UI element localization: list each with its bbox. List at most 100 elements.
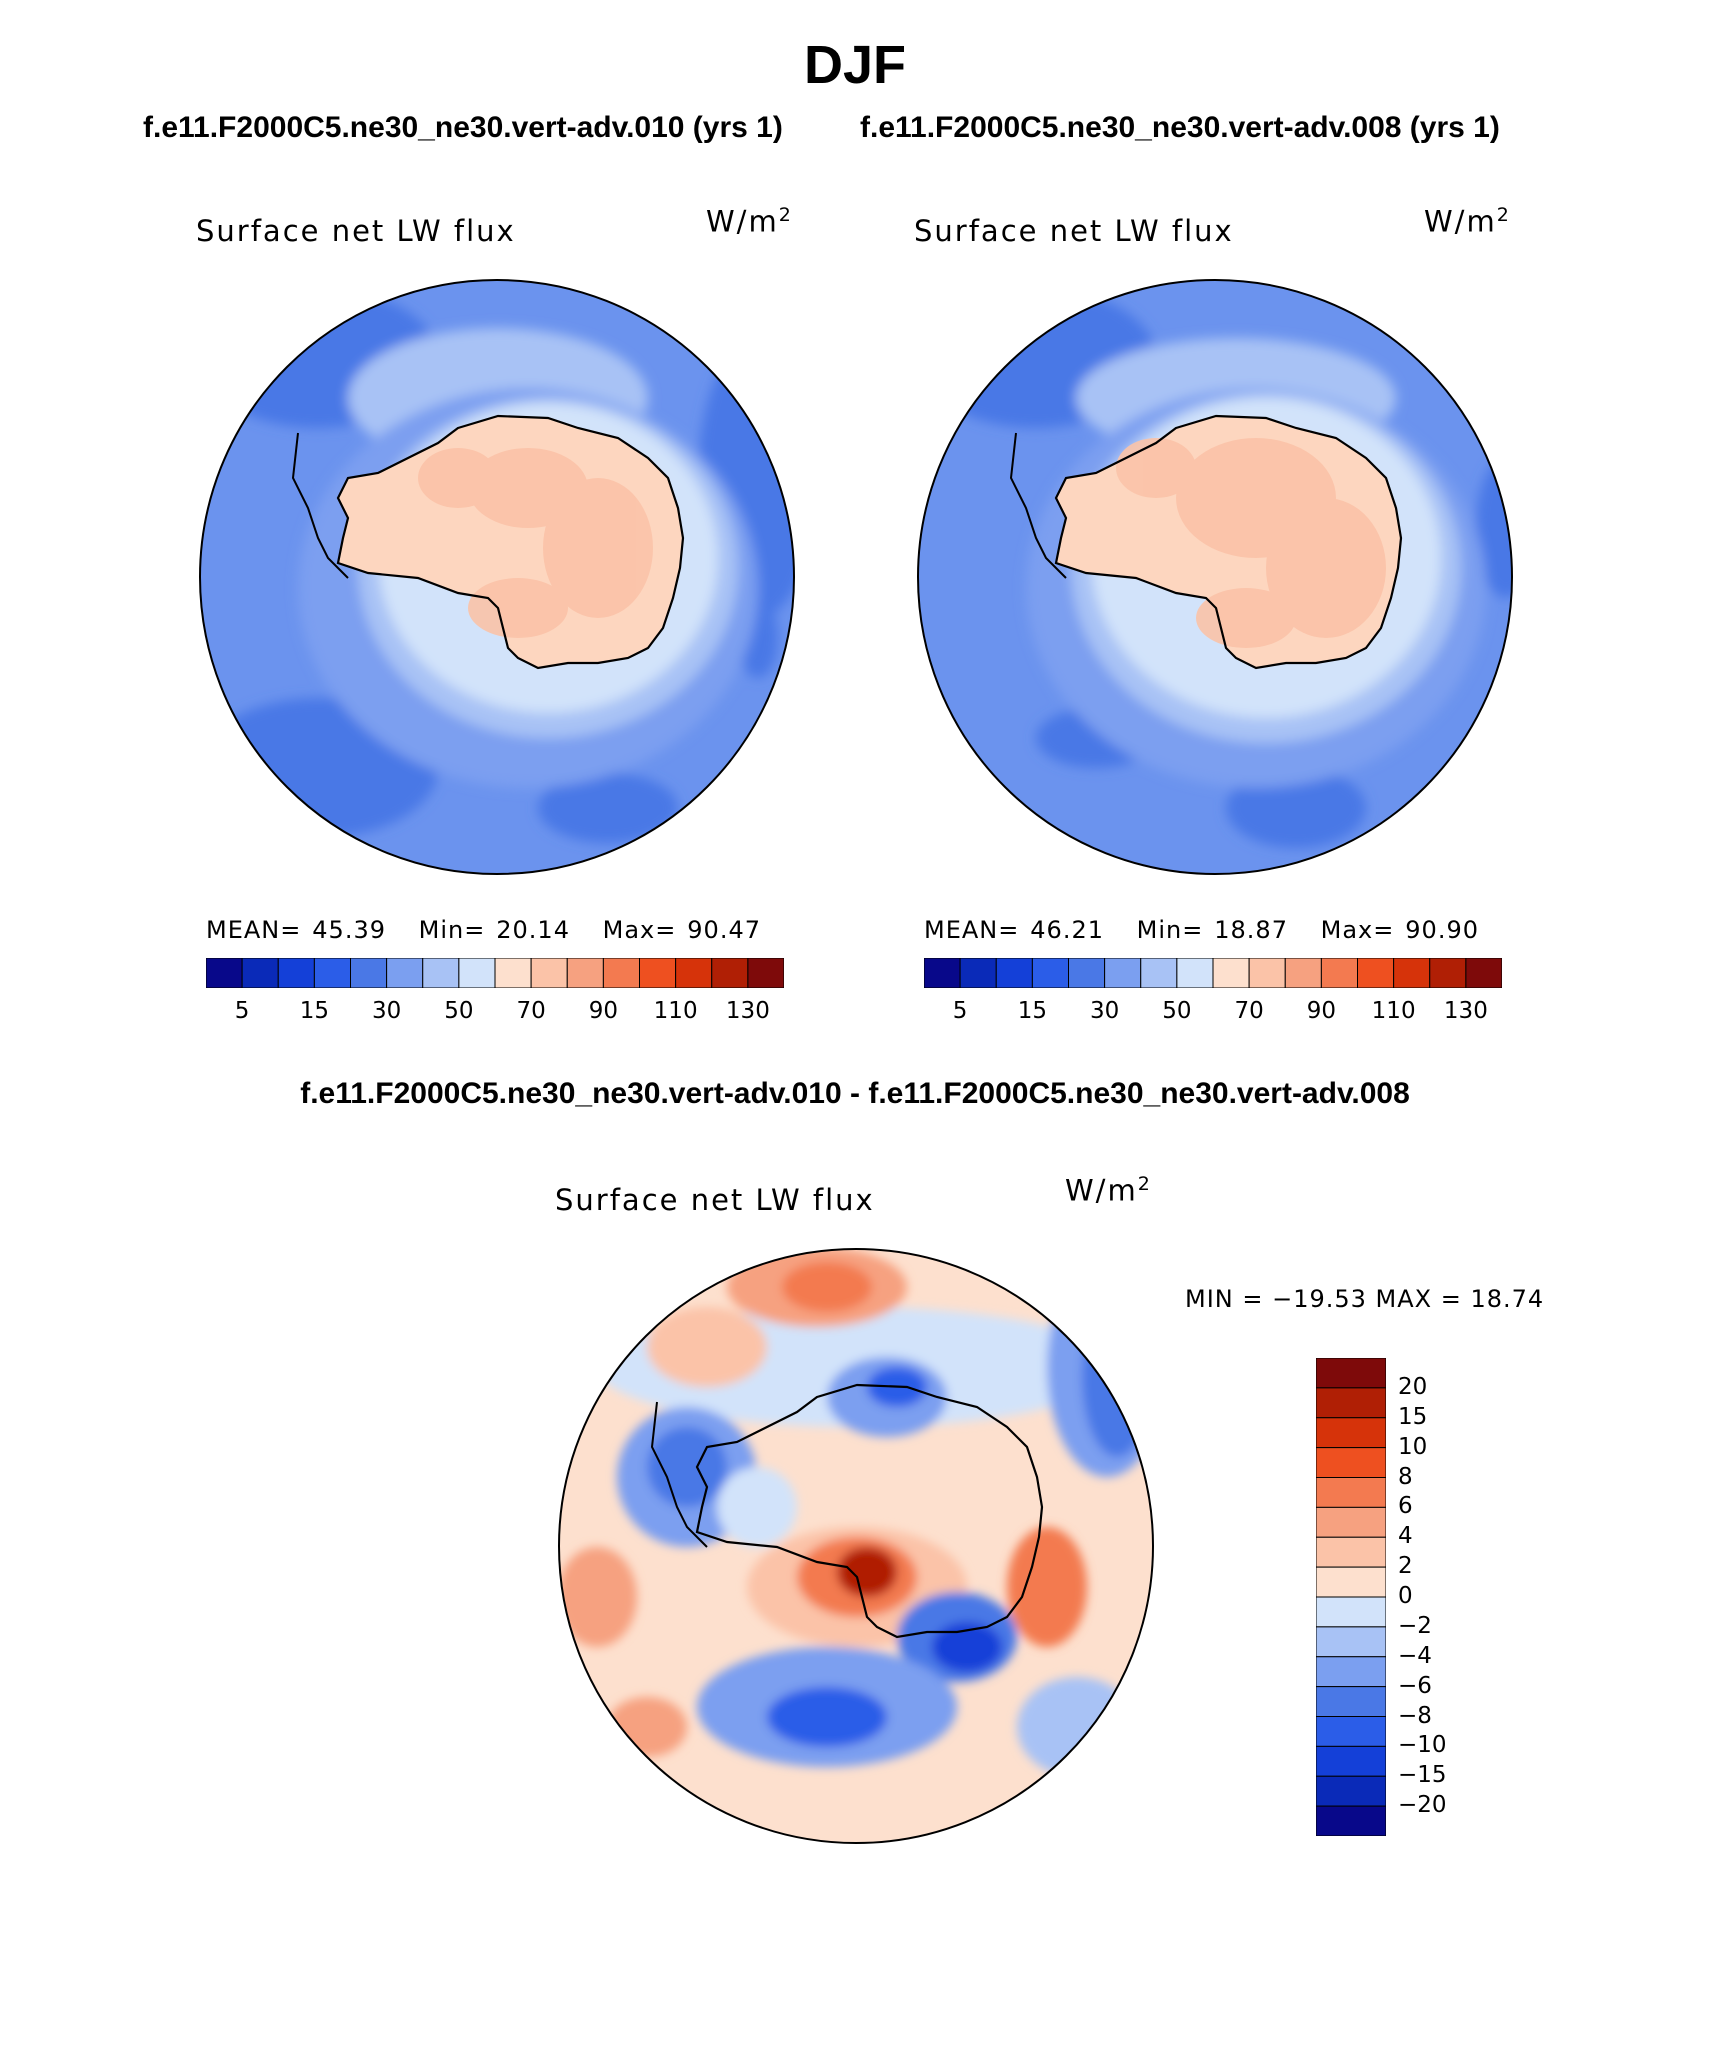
colorbar-tick-label: 130 xyxy=(1443,998,1488,1024)
panel-a-units: W/m2 xyxy=(706,204,793,239)
colorbar-swatch xyxy=(1315,1506,1387,1538)
colorbar-tick-label: 10 xyxy=(1398,1433,1428,1460)
colorbar-swatch xyxy=(530,957,568,989)
colorbar-tick-label: −4 xyxy=(1398,1642,1432,1669)
season-title: DJF xyxy=(803,35,906,95)
colorbar-swatch xyxy=(1315,1536,1387,1568)
colorbar-swatch xyxy=(566,957,604,989)
panel-b-min-label: Min= xyxy=(1136,916,1204,944)
colorbar-tick-label: 5 xyxy=(234,998,250,1024)
map-case-a xyxy=(198,278,796,876)
map-case-b-svg xyxy=(917,279,1513,875)
colorbar-swatch xyxy=(1104,957,1142,989)
colorbar-swatch xyxy=(1315,1387,1387,1419)
colorbar-swatch xyxy=(1140,957,1178,989)
colorbar-swatch xyxy=(1429,957,1467,989)
colorbar-case-a xyxy=(205,957,785,989)
map-case-a-svg xyxy=(199,279,795,875)
colorbar-tick-label: −6 xyxy=(1398,1672,1432,1699)
colorbar-swatch xyxy=(1315,1417,1387,1449)
colorbar-tick-label: 0 xyxy=(1398,1583,1413,1609)
colorbar-tick-label: −15 xyxy=(1398,1762,1447,1789)
panel-diff-minmax: MIN = −19.53 MAX = 18.74 xyxy=(1185,1285,1545,1313)
panel-a-variable-label: Surface net LW flux xyxy=(196,214,516,248)
colorbar-tick-label: 15 xyxy=(299,998,330,1024)
colorbar-swatch xyxy=(1284,957,1322,989)
antarctica-coastline xyxy=(1054,414,1403,670)
peninsula-coastline xyxy=(650,1401,708,1548)
colorbar-swatch xyxy=(1465,957,1503,989)
colorbar-swatch xyxy=(241,957,279,989)
colorbar-tick-label: 50 xyxy=(444,998,474,1024)
colorbar-swatch xyxy=(747,957,785,989)
colorbar-case-b xyxy=(923,957,1503,989)
colorbar-swatch xyxy=(675,957,713,989)
panel-b-variable-label: Surface net LW flux xyxy=(914,214,1234,248)
colorbar-tick-label: 2 xyxy=(1398,1553,1413,1580)
colorbar-tick-label: 90 xyxy=(1306,998,1337,1024)
map-difference-svg xyxy=(558,1248,1154,1844)
panel-a-min-label: Min= xyxy=(418,916,486,944)
panel-a-max-label: Max= xyxy=(602,916,677,944)
panel-b-mean-label: MEAN= xyxy=(924,916,1020,944)
colorbar-swatch xyxy=(1248,957,1286,989)
peninsula-coastline xyxy=(1009,432,1067,579)
colorbar-difference-labels: 20 15 10 8 6 4 2 0 −2 −4 −6 −8 −10 −15 −20 xyxy=(1398,1358,1488,1836)
map-border xyxy=(558,1248,1154,1844)
colorbar-tick-label: 30 xyxy=(371,998,402,1024)
colorbar-swatch xyxy=(1393,957,1431,989)
colorbar-tick-label: 50 xyxy=(1162,998,1192,1024)
colorbar-swatch xyxy=(494,957,532,989)
case-a-title: f.e11.F2000C5.ne30_ne30.vert-adv.010 (yr… xyxy=(143,111,783,144)
colorbar-swatch xyxy=(422,957,460,989)
map-difference xyxy=(557,1247,1155,1845)
case-b-title: f.e11.F2000C5.ne30_ne30.vert-adv.008 (yr… xyxy=(860,111,1500,144)
colorbar-swatch xyxy=(1031,957,1069,989)
colorbar-swatch xyxy=(1357,957,1395,989)
map-case-b xyxy=(916,278,1514,876)
colorbar-swatch xyxy=(1320,957,1358,989)
map-border xyxy=(917,279,1513,875)
colorbar-swatch xyxy=(639,957,677,989)
colorbar-swatch xyxy=(350,957,388,989)
colorbar-swatch xyxy=(1315,1686,1387,1717)
panel-b-units: W/m2 xyxy=(1424,204,1511,239)
colorbar-tick-label: 20 xyxy=(1398,1373,1428,1400)
colorbar-swatch xyxy=(1176,957,1214,989)
panel-b-min-value: 18.87 xyxy=(1214,916,1288,944)
panel-diff-variable-label: Surface net LW flux xyxy=(555,1183,875,1217)
colorbar-case-b-labels: 5 15 30 50 70 90 110 130 xyxy=(924,998,1502,1028)
colorbar-tick-label: 70 xyxy=(1234,998,1264,1024)
colorbar-swatch xyxy=(1315,1656,1387,1688)
colorbar-swatch xyxy=(923,957,961,989)
panel-a-min-value: 20.14 xyxy=(496,916,570,944)
colorbar-case-b-svg xyxy=(923,957,1503,989)
colorbar-swatch xyxy=(277,957,315,989)
colorbar-tick-label: 6 xyxy=(1398,1493,1413,1520)
colorbar-swatch xyxy=(1315,1447,1387,1478)
panel-diff-units: W/m2 xyxy=(1065,1173,1152,1208)
colorbar-swatch xyxy=(1315,1566,1387,1598)
colorbar-tick-label: 4 xyxy=(1398,1523,1413,1550)
colorbar-swatch xyxy=(1315,1596,1387,1628)
panel-b-stats: MEAN= 46.21 Min= 18.87 Max= 90.90 xyxy=(924,916,1479,944)
colorbar-tick-label: 110 xyxy=(653,998,698,1024)
colorbar-swatch xyxy=(1315,1745,1387,1777)
colorbar-tick-label: 90 xyxy=(588,998,619,1024)
map-border xyxy=(199,279,795,875)
panel-b-max-value: 90.90 xyxy=(1405,916,1479,944)
colorbar-swatch xyxy=(386,957,424,989)
colorbar-swatch xyxy=(959,957,997,989)
colorbar-tick-label: −8 xyxy=(1398,1702,1432,1729)
colorbar-swatch xyxy=(1212,957,1250,989)
colorbar-case-a-svg xyxy=(205,957,785,989)
colorbar-tick-label: 8 xyxy=(1398,1463,1413,1490)
difference-title: f.e11.F2000C5.ne30_ne30.vert-adv.010 - f… xyxy=(300,1077,1410,1110)
panel-a-stats: MEAN= 45.39 Min= 20.14 Max= 90.47 xyxy=(206,916,761,944)
colorbar-difference xyxy=(1315,1357,1387,1837)
colorbar-swatch xyxy=(458,957,496,989)
colorbar-swatch xyxy=(1315,1357,1387,1389)
colorbar-tick-label: 30 xyxy=(1089,998,1120,1024)
colorbar-tick-label: 5 xyxy=(952,998,968,1024)
colorbar-tick-label: −10 xyxy=(1398,1732,1447,1759)
